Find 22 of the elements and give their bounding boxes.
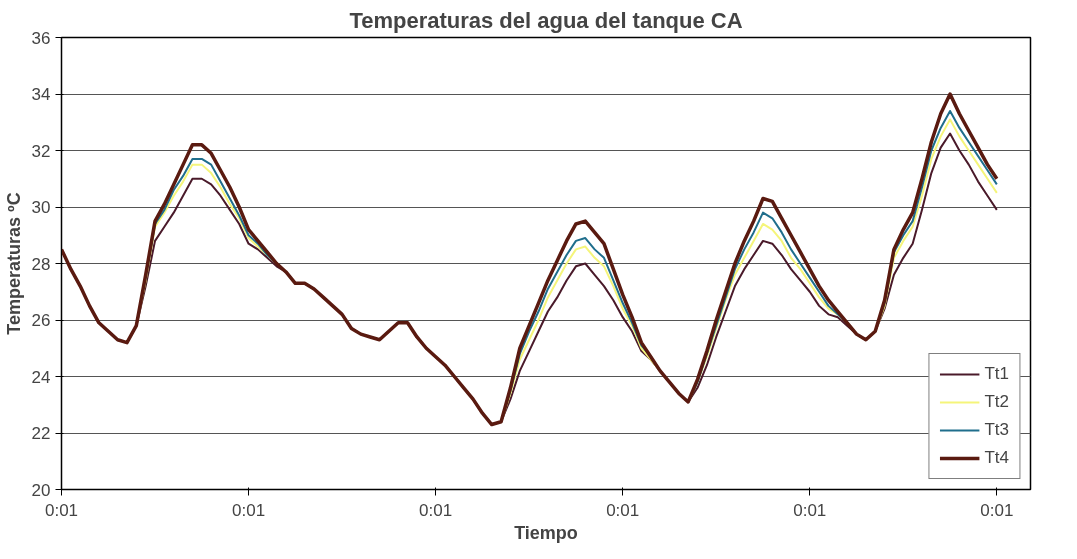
x-tick-label: 0:01 bbox=[980, 500, 1014, 520]
x-tick-label: 0:01 bbox=[419, 500, 453, 520]
x-tick-label: 0:01 bbox=[606, 500, 640, 520]
x-tick-label: 0:01 bbox=[232, 500, 266, 520]
legend-label: Tt3 bbox=[984, 420, 1009, 440]
legend-label: Tt2 bbox=[984, 392, 1009, 412]
x-tick-label: 0:01 bbox=[793, 500, 827, 520]
legend-label: Tt1 bbox=[984, 364, 1009, 384]
x-tick-label: 0:01 bbox=[44, 500, 79, 520]
y-axis-title: Temperaturas ºC bbox=[3, 192, 24, 335]
y-tick-label: 34 bbox=[31, 85, 51, 104]
y-tick-label: 36 bbox=[31, 28, 51, 48]
y-tick-label: 28 bbox=[31, 254, 51, 274]
y-tick-label: 26 bbox=[31, 311, 51, 330]
legend-label: Tt4 bbox=[984, 448, 1009, 468]
chart-title: Temperaturas del agua del tanque CA bbox=[349, 7, 743, 33]
x-axis-title: Tiempo bbox=[514, 522, 578, 543]
y-tick-label: 24 bbox=[31, 367, 51, 387]
y-tick-label: 30 bbox=[31, 198, 51, 217]
y-tick-label: 22 bbox=[31, 424, 51, 443]
y-tick-label: 32 bbox=[31, 141, 51, 161]
y-tick-label: 20 bbox=[31, 480, 51, 500]
